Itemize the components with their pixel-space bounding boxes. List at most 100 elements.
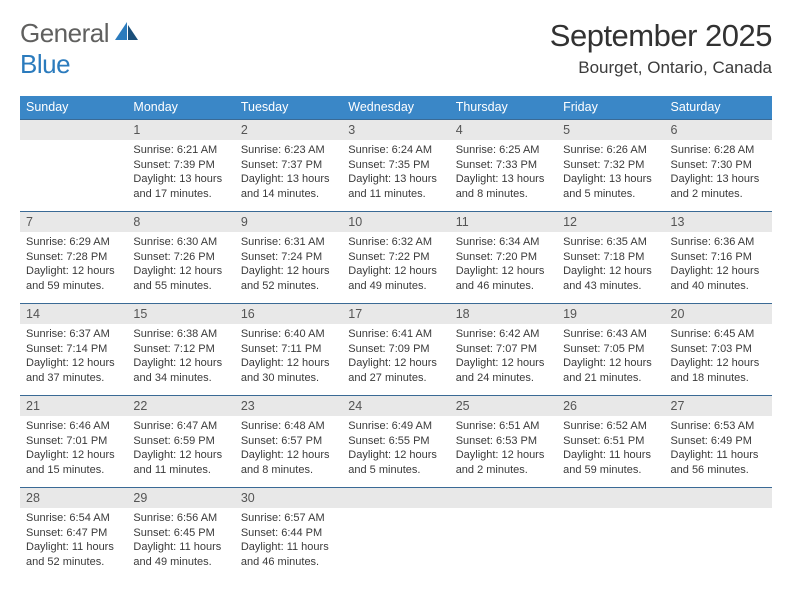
- sunrise-text: Sunrise: 6:31 AM: [241, 235, 336, 250]
- day1-text: Daylight: 13 hours: [671, 172, 766, 187]
- sunset-text: Sunset: 6:49 PM: [671, 434, 766, 449]
- day-header: Sunday: [20, 96, 127, 120]
- sunset-text: Sunset: 6:57 PM: [241, 434, 336, 449]
- sunrise-text: Sunrise: 6:46 AM: [26, 419, 121, 434]
- sunrise-text: Sunrise: 6:40 AM: [241, 327, 336, 342]
- day2-text: and 2 minutes.: [671, 187, 766, 202]
- day-cell: Sunrise: 6:29 AMSunset: 7:28 PMDaylight:…: [20, 232, 127, 304]
- day-content-row: Sunrise: 6:54 AMSunset: 6:47 PMDaylight:…: [20, 508, 772, 579]
- day2-text: and 8 minutes.: [456, 187, 551, 202]
- sunrise-text: Sunrise: 6:26 AM: [563, 143, 658, 158]
- day-number: 4: [450, 120, 557, 141]
- sunrise-text: Sunrise: 6:25 AM: [456, 143, 551, 158]
- day-cell: Sunrise: 6:24 AMSunset: 7:35 PMDaylight:…: [342, 140, 449, 212]
- sunset-text: Sunset: 6:59 PM: [133, 434, 228, 449]
- day-number: 19: [557, 304, 664, 325]
- day-cell: Sunrise: 6:37 AMSunset: 7:14 PMDaylight:…: [20, 324, 127, 396]
- day-cell: [20, 140, 127, 212]
- day-number: 24: [342, 396, 449, 417]
- day-cell: Sunrise: 6:47 AMSunset: 6:59 PMDaylight:…: [127, 416, 234, 488]
- day-number: [450, 488, 557, 509]
- day-cell: Sunrise: 6:30 AMSunset: 7:26 PMDaylight:…: [127, 232, 234, 304]
- day-cell: Sunrise: 6:23 AMSunset: 7:37 PMDaylight:…: [235, 140, 342, 212]
- sunset-text: Sunset: 6:51 PM: [563, 434, 658, 449]
- sunrise-text: Sunrise: 6:35 AM: [563, 235, 658, 250]
- day-number: 2: [235, 120, 342, 141]
- day2-text: and 34 minutes.: [133, 371, 228, 386]
- day2-text: and 43 minutes.: [563, 279, 658, 294]
- sunrise-text: Sunrise: 6:47 AM: [133, 419, 228, 434]
- day-cell: Sunrise: 6:52 AMSunset: 6:51 PMDaylight:…: [557, 416, 664, 488]
- day2-text: and 15 minutes.: [26, 463, 121, 478]
- sunset-text: Sunset: 7:18 PM: [563, 250, 658, 265]
- day-number: 14: [20, 304, 127, 325]
- sunrise-text: Sunrise: 6:53 AM: [671, 419, 766, 434]
- day-number: 22: [127, 396, 234, 417]
- day2-text: and 2 minutes.: [456, 463, 551, 478]
- sunset-text: Sunset: 7:03 PM: [671, 342, 766, 357]
- sunrise-text: Sunrise: 6:37 AM: [26, 327, 121, 342]
- day-number: 30: [235, 488, 342, 509]
- day-number: 21: [20, 396, 127, 417]
- day1-text: Daylight: 12 hours: [563, 264, 658, 279]
- day-number: 27: [665, 396, 772, 417]
- day-cell: Sunrise: 6:31 AMSunset: 7:24 PMDaylight:…: [235, 232, 342, 304]
- day-number: 12: [557, 212, 664, 233]
- calendar-header-row: Sunday Monday Tuesday Wednesday Thursday…: [20, 96, 772, 120]
- sunrise-text: Sunrise: 6:24 AM: [348, 143, 443, 158]
- sunset-text: Sunset: 7:30 PM: [671, 158, 766, 173]
- sunset-text: Sunset: 7:20 PM: [456, 250, 551, 265]
- day-number: 18: [450, 304, 557, 325]
- day-header: Wednesday: [342, 96, 449, 120]
- sail-icon: [114, 20, 140, 47]
- day-number: 10: [342, 212, 449, 233]
- sunset-text: Sunset: 7:07 PM: [456, 342, 551, 357]
- day-number-row: 21222324252627: [20, 396, 772, 417]
- calendar-body: 123456Sunrise: 6:21 AMSunset: 7:39 PMDay…: [20, 120, 772, 580]
- sunrise-text: Sunrise: 6:28 AM: [671, 143, 766, 158]
- day-cell: Sunrise: 6:48 AMSunset: 6:57 PMDaylight:…: [235, 416, 342, 488]
- logo: General Blue: [20, 18, 140, 80]
- day2-text: and 46 minutes.: [241, 555, 336, 570]
- day2-text: and 49 minutes.: [133, 555, 228, 570]
- day2-text: and 14 minutes.: [241, 187, 336, 202]
- day1-text: Daylight: 11 hours: [133, 540, 228, 555]
- sunrise-text: Sunrise: 6:57 AM: [241, 511, 336, 526]
- sunset-text: Sunset: 7:26 PM: [133, 250, 228, 265]
- day1-text: Daylight: 12 hours: [241, 448, 336, 463]
- day-number: 5: [557, 120, 664, 141]
- day-number: 7: [20, 212, 127, 233]
- title-block: September 2025 Bourget, Ontario, Canada: [550, 18, 772, 78]
- day-cell: Sunrise: 6:25 AMSunset: 7:33 PMDaylight:…: [450, 140, 557, 212]
- day-number: 8: [127, 212, 234, 233]
- sunrise-text: Sunrise: 6:43 AM: [563, 327, 658, 342]
- day-cell: Sunrise: 6:45 AMSunset: 7:03 PMDaylight:…: [665, 324, 772, 396]
- day2-text: and 59 minutes.: [563, 463, 658, 478]
- day-number: 28: [20, 488, 127, 509]
- sunset-text: Sunset: 7:01 PM: [26, 434, 121, 449]
- day1-text: Daylight: 12 hours: [241, 356, 336, 371]
- sunset-text: Sunset: 7:24 PM: [241, 250, 336, 265]
- day-cell: Sunrise: 6:53 AMSunset: 6:49 PMDaylight:…: [665, 416, 772, 488]
- day-number: 20: [665, 304, 772, 325]
- sunrise-text: Sunrise: 6:54 AM: [26, 511, 121, 526]
- day-cell: [665, 508, 772, 579]
- day1-text: Daylight: 12 hours: [26, 356, 121, 371]
- sunset-text: Sunset: 7:22 PM: [348, 250, 443, 265]
- day1-text: Daylight: 12 hours: [671, 264, 766, 279]
- sunset-text: Sunset: 7:32 PM: [563, 158, 658, 173]
- location: Bourget, Ontario, Canada: [550, 58, 772, 78]
- day-number: 11: [450, 212, 557, 233]
- day2-text: and 21 minutes.: [563, 371, 658, 386]
- day2-text: and 8 minutes.: [241, 463, 336, 478]
- day2-text: and 17 minutes.: [133, 187, 228, 202]
- day1-text: Daylight: 12 hours: [133, 448, 228, 463]
- day1-text: Daylight: 12 hours: [241, 264, 336, 279]
- day2-text: and 56 minutes.: [671, 463, 766, 478]
- day2-text: and 18 minutes.: [671, 371, 766, 386]
- day2-text: and 59 minutes.: [26, 279, 121, 294]
- day1-text: Daylight: 12 hours: [133, 264, 228, 279]
- calendar-table: Sunday Monday Tuesday Wednesday Thursday…: [20, 96, 772, 579]
- sunset-text: Sunset: 7:39 PM: [133, 158, 228, 173]
- sunrise-text: Sunrise: 6:30 AM: [133, 235, 228, 250]
